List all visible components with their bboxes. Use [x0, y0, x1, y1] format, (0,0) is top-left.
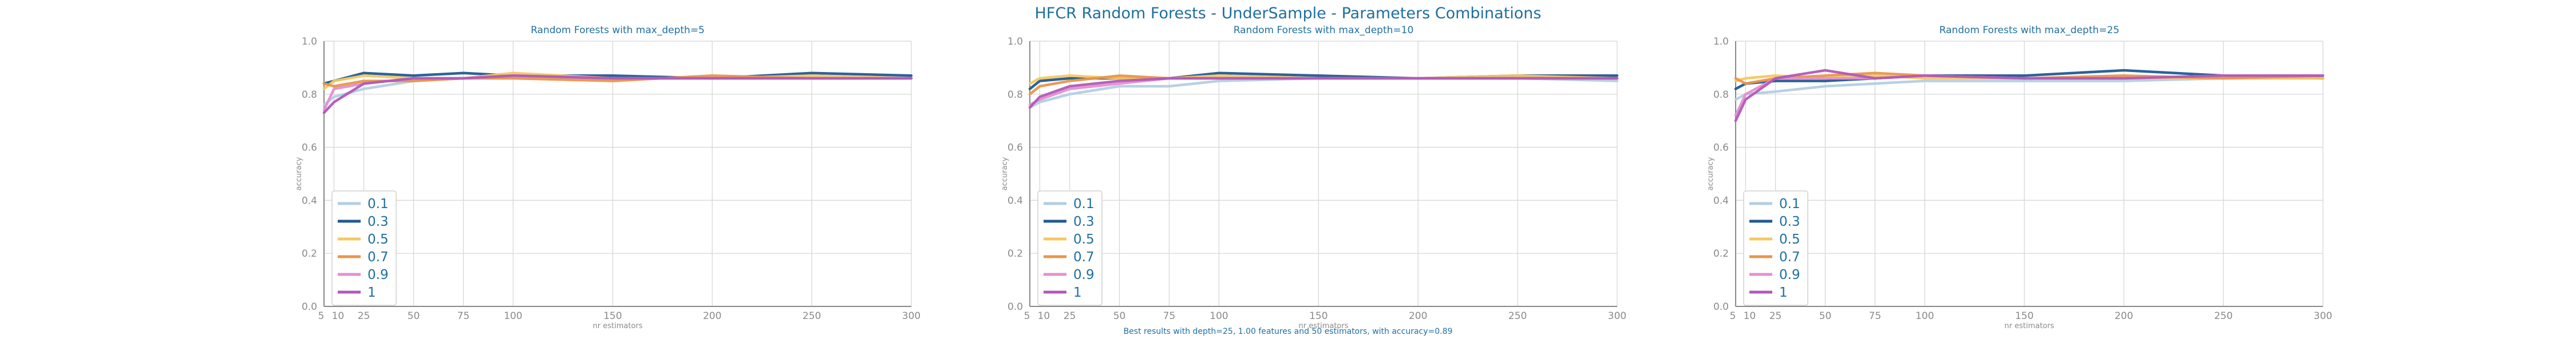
y-tick-label: 0.0	[302, 301, 317, 313]
x-tick-label: 200	[1409, 310, 1427, 322]
y-tick-label: 0.8	[302, 89, 317, 101]
x-tick-label: 200	[2115, 310, 2133, 322]
x-tick-label: 100	[1210, 310, 1228, 322]
series-line-0-3	[322, 71, 913, 85]
x-tick-label: 5	[1730, 310, 1736, 322]
x-tick-label: 300	[1608, 310, 1626, 322]
x-tick-label: 10	[332, 310, 345, 322]
x-axis-label: nr estimators	[593, 322, 643, 330]
y-axis-label: accuracy	[1001, 157, 1009, 190]
legend-label: 0.3	[368, 214, 389, 229]
y-tick-label: 0.4	[1008, 195, 1023, 206]
legend-box	[1743, 190, 1808, 306]
legend-label: 0.5	[368, 232, 389, 247]
x-tick-label: 75	[457, 310, 470, 322]
x-tick-label: 100	[504, 310, 522, 322]
chart-panel-3: 0.0 0.2 0.4 0.6 0.8 1.0 5 10 25 50 75 100 150 200 250 3…	[1706, 25, 2332, 330]
y-tick-label: 0.6	[1713, 142, 1729, 154]
y-tick-label: 0.0	[1713, 301, 1729, 313]
x-tick-label: 150	[2015, 310, 2033, 322]
series-line-0-1	[322, 77, 913, 106]
x-tick-label: 300	[2314, 310, 2332, 322]
legend-label: 0.7	[368, 250, 389, 265]
x-tick-label: 250	[2214, 310, 2233, 322]
legend-label: 0.9	[368, 268, 389, 282]
legend-label: 0.5	[1073, 232, 1095, 247]
y-tick-label: 0.2	[1008, 248, 1023, 260]
x-tick-label: 100	[1915, 310, 1934, 322]
subplot-title: Random Forests with max_depth=5	[531, 25, 705, 36]
legend-label: 0.9	[1073, 268, 1095, 282]
x-tick-label: 200	[703, 310, 721, 322]
y-tick-label: 0.4	[302, 195, 317, 206]
x-tick-label: 5	[1024, 310, 1030, 322]
y-tick-label: 1.0	[302, 36, 317, 47]
legend-box	[331, 190, 397, 306]
x-tick-label: 50	[1113, 310, 1126, 322]
x-tick-label: 50	[1819, 310, 1832, 322]
x-tick-label: 10	[1038, 310, 1050, 322]
x-tick-label: 5	[318, 310, 325, 322]
x-tick-label: 150	[1309, 310, 1327, 322]
y-tick-label: 0.6	[302, 142, 317, 154]
y-tick-label: 0.6	[1008, 142, 1023, 154]
series-line-1	[322, 74, 913, 114]
y-tick-label: 0.4	[1713, 195, 1729, 206]
y-axis-label: accuracy	[1706, 157, 1715, 190]
x-axis-label: nr estimators	[2005, 322, 2055, 330]
x-tick-label: 25	[358, 310, 370, 322]
chart-panel-1: 0.0 0.2 0.4 0.6 0.8 1.0 5 10 25 50 75 100 150 200 250 3…	[295, 25, 920, 330]
legend-label: 0.3	[1779, 214, 1800, 229]
y-tick-label: 0.8	[1713, 89, 1729, 101]
legend-label: 0.5	[1779, 232, 1800, 247]
legend-label: 1	[1779, 285, 1788, 300]
series-line-0-1	[1734, 77, 2325, 101]
x-axis-label: nr estimators	[1299, 322, 1349, 330]
x-tick-label: 150	[603, 310, 622, 322]
subplots: 0.00.20.40.60.81.05 10 25 50 75 100 150 200 250 3…	[295, 25, 2332, 330]
legend: 0.1 0.3 0.5 0.7 0.9 1	[331, 190, 397, 306]
x-tick-label: 25	[1769, 310, 1782, 322]
y-tick-label: 0.2	[1713, 248, 1729, 260]
x-tick-label: 75	[1869, 310, 1882, 322]
legend-label: 0.7	[1779, 250, 1800, 265]
legend: 0.1 0.3 0.5 0.7 0.9 1	[1743, 190, 1808, 306]
y-tick-label: 1.0	[1008, 36, 1023, 47]
y-axis-label: accuracy	[295, 157, 303, 190]
legend-label: 0.9	[1779, 268, 1800, 282]
y-tick-label: 0.0	[1008, 301, 1023, 313]
y-tick-label: 0.8	[1008, 89, 1023, 101]
legend-label: 0.3	[1073, 214, 1095, 229]
x-tick-label: 250	[1508, 310, 1527, 322]
figure-title: HFCR Random Forests - UnderSample - Para…	[1035, 5, 1542, 22]
y-tick-label: 0.2	[302, 248, 317, 260]
y-tick-label: 1.0	[1713, 36, 1729, 47]
series-line-1	[1734, 69, 2325, 122]
legend-label: 0.1	[1073, 197, 1095, 212]
legend-label: 1	[368, 285, 376, 300]
legend-label: 0.1	[1779, 197, 1800, 212]
x-tick-label: 300	[902, 310, 920, 322]
subplot-title: Random Forests with max_depth=25	[1939, 25, 2120, 36]
best-result-footnote: Best results with depth=25, 1.00 feature…	[1124, 327, 1453, 336]
chart-panel-2: 0.0 0.2 0.4 0.6 0.8 1.0 5 10 25 50 75 100 150 200 250 3…	[1001, 25, 1626, 330]
legend-label: 0.1	[368, 197, 389, 212]
legend: 0.1 0.3 0.5 0.7 0.9 1	[1037, 190, 1103, 306]
legend-label: 0.7	[1073, 250, 1095, 265]
x-tick-label: 50	[408, 310, 420, 322]
legend-label: 1	[1073, 285, 1082, 300]
series-line-1	[1028, 77, 1619, 109]
x-tick-label: 250	[803, 310, 821, 322]
x-tick-label: 75	[1163, 310, 1176, 322]
legend-box	[1037, 190, 1103, 306]
x-tick-label: 25	[1064, 310, 1076, 322]
x-tick-label: 10	[1744, 310, 1756, 322]
series-line-0-7	[322, 74, 913, 88]
subplot-title: Random Forests with max_depth=10	[1234, 25, 1414, 36]
series-line-0-5	[1028, 74, 1619, 85]
